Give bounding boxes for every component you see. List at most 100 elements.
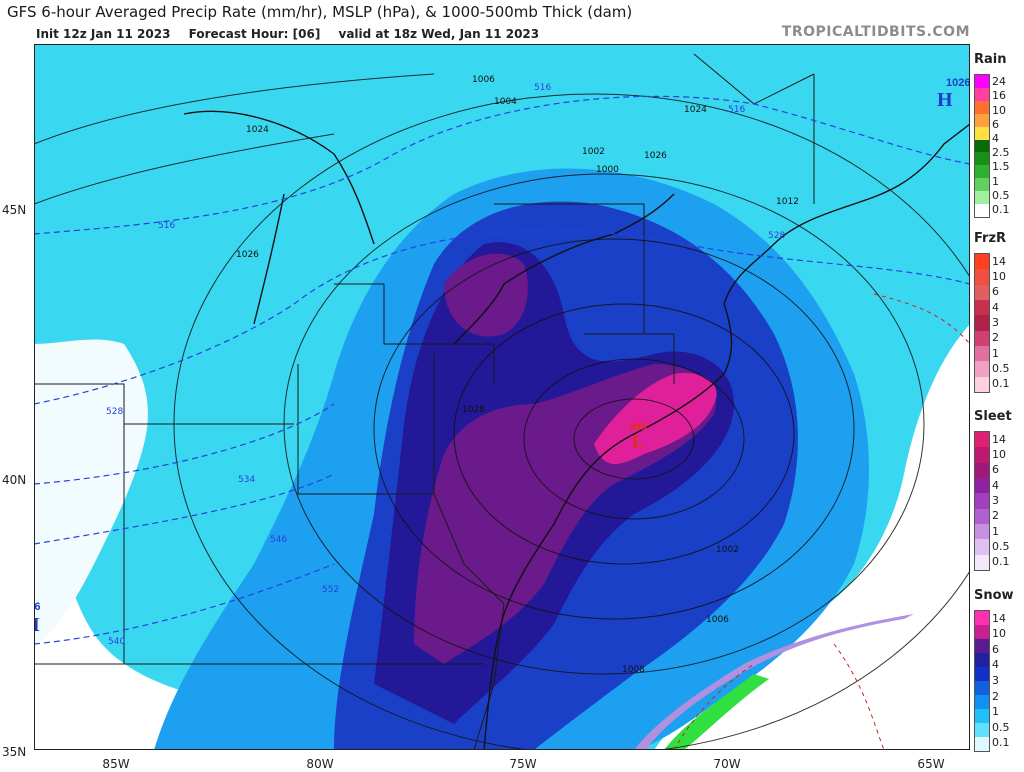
legend-frzr-swatch — [975, 315, 989, 331]
isobar-label: 1008 — [622, 665, 645, 675]
legend-frzr-swatch — [975, 361, 989, 377]
legend-sleet-tick: 10 — [992, 448, 1006, 461]
thickness-label: 546 — [270, 535, 287, 545]
lat-label-45n: 45N — [2, 203, 27, 217]
isobar-label: 1004 — [494, 97, 517, 107]
lon-label-70w: 70W — [713, 757, 741, 771]
legend-sleet-swatch — [975, 432, 989, 448]
isobar-label: 1028 — [462, 405, 485, 415]
legend-snow-swatch — [975, 723, 989, 737]
legend-snow-tick: 0.1 — [992, 736, 1010, 750]
legend-sleet-tick: 1 — [992, 524, 999, 538]
legend-rain-tick: 2.5 — [992, 146, 1010, 160]
legend-rain-tick: 1.5 — [992, 160, 1010, 174]
legend-snow-tick: 6 — [992, 642, 999, 656]
legend-frzr-swatch — [975, 254, 989, 270]
legend-rain-tick: 1 — [992, 174, 999, 188]
thickness-label: 552 — [322, 585, 339, 595]
legend-frzr-tick: 3 — [992, 316, 999, 329]
legend-rain-swatch — [975, 113, 989, 127]
isobar-label: 1026 — [236, 250, 259, 260]
high-symbol: H — [937, 89, 953, 111]
legend-snow-swatch — [975, 709, 989, 723]
no-precip-west — [34, 339, 148, 644]
legend-rain-tick: 0.1 — [992, 202, 1010, 216]
legend-frzr-tick: 4 — [992, 300, 999, 314]
isobar-label: 1002 — [582, 147, 605, 157]
coastline — [183, 110, 970, 750]
thickness-label: 540 — [108, 637, 125, 647]
thickness-warm — [673, 293, 970, 750]
map-title: GFS 6-hour Averaged Precip Rate (mm/hr),… — [7, 3, 633, 21]
thickness-label: 534 — [238, 475, 255, 485]
thickness-lines — [34, 95, 970, 645]
isobar-label: 1026 — [644, 151, 667, 161]
legend-snow-tick: 0.5 — [992, 720, 1010, 734]
legend-snow-swatch — [975, 639, 989, 653]
isobar-labels: 1006 1004 1024 1026 1002 1000 1028 1024 … — [236, 75, 799, 675]
legend-rain-tick: 0.5 — [992, 188, 1010, 202]
lon-label-85w: 85W — [102, 757, 130, 771]
state-borders — [34, 53, 815, 750]
legend-snow-tick: 1 — [992, 705, 999, 719]
low-value: 995 — [630, 422, 647, 433]
legend-rain-swatch — [975, 139, 989, 153]
legend-sleet-tick: 0.1 — [992, 555, 1010, 569]
high-value: 1026 — [946, 77, 970, 89]
thickness-label: 516 — [534, 83, 551, 93]
pressure-center-low: 995 L — [630, 422, 647, 452]
pressure-center-high-east: 1026 H — [937, 77, 970, 111]
legend-frzr-tick: 1 — [992, 346, 999, 360]
weather-map: 1026 H 1026 H 995 L 1006 1004 1024 1026 … — [34, 44, 970, 750]
legend-frzr-swatch — [975, 345, 989, 362]
thickness-label: 528 — [106, 407, 123, 417]
legend-snow-tick: 4 — [992, 658, 999, 672]
isobar-label: 1006 — [472, 75, 495, 85]
legend-rain-swatch — [975, 178, 989, 192]
legend-sleet-tick: 6 — [992, 463, 999, 477]
legend-sleet-tick: 0.5 — [992, 540, 1010, 553]
legend-frzr-tick: 0.5 — [992, 362, 1010, 375]
brand-watermark: TROPICALTIDBITS.COM — [781, 24, 970, 40]
legend-snow-swatch — [975, 695, 989, 709]
legend-snow-swatch — [975, 611, 989, 625]
legend-sleet-swatch — [975, 477, 989, 494]
legend-frzr-bar — [974, 253, 990, 393]
pressure-center-high-west: 1026 H — [34, 601, 40, 636]
high-value: 1026 — [34, 601, 40, 613]
legend-sleet-swatch — [975, 554, 989, 570]
lat-label-35n: 35N — [2, 745, 27, 759]
legend-snow-swatch — [975, 737, 989, 751]
legend-rain-tick: 24 — [992, 75, 1006, 89]
legend-rain-swatch — [975, 152, 989, 166]
isobar-label: 1024 — [684, 105, 707, 115]
legend-sleet-bar — [974, 431, 990, 571]
legend-sleet-tick: 4 — [992, 478, 999, 492]
legend-sleet-swatch — [975, 508, 989, 524]
legend-sleet-title: Sleet — [974, 409, 1012, 424]
legend-sleet-tick: 3 — [992, 494, 999, 507]
precip-mix-north — [444, 253, 528, 337]
legend-snow-title: Snow — [974, 588, 1014, 603]
legend-frzr-title: FrzR — [974, 231, 1007, 246]
legend-rain-swatch — [975, 165, 989, 179]
legend-rain-tick: 6 — [992, 117, 999, 131]
precip-rain-edge — [664, 674, 769, 750]
legend-rain-tick: 16 — [992, 89, 1006, 103]
legend-frzr-tick: 2 — [992, 331, 999, 345]
legend-snow-tick: 2 — [992, 689, 999, 703]
thickness-label: 528 — [768, 231, 785, 241]
init-time: Init 12z Jan 11 2023 — [36, 27, 171, 41]
legend-rain-swatch — [975, 87, 989, 101]
legend-rain-tick: 4 — [992, 131, 999, 145]
legend-frzr-swatch — [975, 269, 989, 285]
legend-rain-swatch — [975, 100, 989, 114]
legend-frzr-swatch — [975, 376, 989, 392]
isobar-label: 1006 — [706, 615, 729, 625]
legend-frzr-tick: 0.1 — [992, 377, 1010, 391]
low-symbol: L — [632, 432, 644, 452]
legend-sleet-swatch — [975, 462, 989, 478]
legend-sleet-swatch — [975, 447, 989, 463]
legend-snow-swatch — [975, 681, 989, 695]
legend-rain-swatch — [975, 191, 989, 205]
